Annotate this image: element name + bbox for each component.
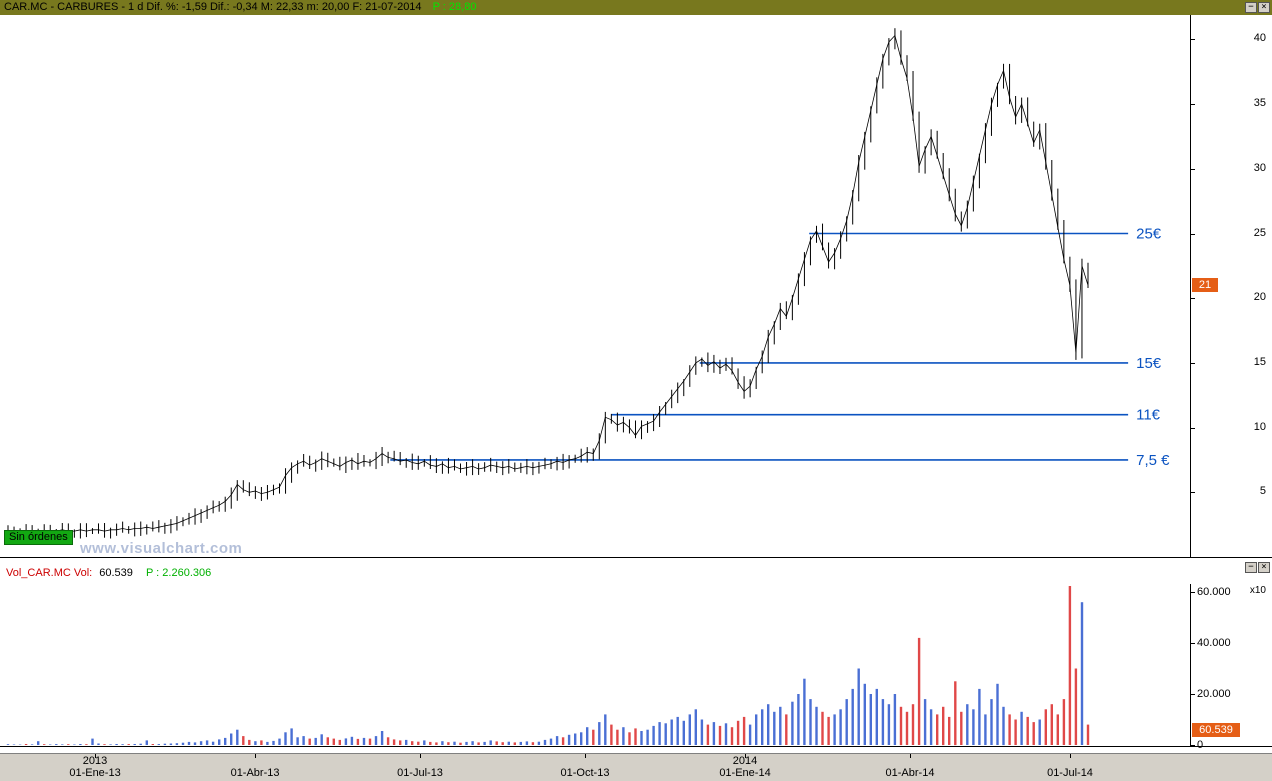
price-axis-label: 40 <box>1253 32 1266 45</box>
volume-axis-tickmark <box>1190 643 1195 644</box>
titlebar-last-price: P : 28,80 <box>432 1 477 13</box>
price-axis-label: 5 <box>1259 485 1266 498</box>
volume-axis-label: 20.000 <box>1197 688 1231 700</box>
price-chart[interactable]: 25€ 15€ 11€ 7,5 € <box>0 15 1190 557</box>
last-price-badge: 21 <box>1192 278 1218 293</box>
price-axis-label: 30 <box>1253 161 1266 174</box>
price-axis-tickmark <box>1190 492 1195 494</box>
date-label: 01-Jul-13 <box>397 767 443 779</box>
price-axis-label: 25 <box>1253 226 1266 239</box>
time-axis-tickmark <box>255 754 257 758</box>
volume-axis-label: 60.000 <box>1197 586 1231 598</box>
time-axis-tickmark <box>95 754 97 758</box>
volume-value-label: 60.539 <box>99 567 133 579</box>
price-axis-tickmark <box>1190 298 1195 300</box>
time-axis-tickmark <box>584 754 586 758</box>
last-volume-badge: 60.539 <box>1192 723 1240 737</box>
volume-scale-multiplier: x10 <box>1249 585 1266 596</box>
date-label: 01-Abr-14 <box>885 767 935 779</box>
volume-header: Vol_CAR.MC Vol: 60.539 P : 2.260.306 − × <box>0 558 1272 584</box>
time-axis-tickmark <box>1070 754 1071 758</box>
support-line-label: 15€ <box>1136 355 1162 372</box>
plot-axis-divider <box>1190 15 1191 746</box>
support-line-label: 11€ <box>1136 407 1161 424</box>
price-axis-tickmark <box>1190 104 1195 106</box>
price-panel-window-buttons: − × <box>1245 2 1270 13</box>
price-axis-tickmark <box>1190 233 1195 235</box>
price-axis-tickmark <box>1190 427 1195 429</box>
support-line-label: 7,5 € <box>1136 452 1170 469</box>
visualchart-watermark: www.visualchart.com <box>80 540 243 557</box>
volume-axis-label: 40.000 <box>1197 637 1231 649</box>
time-axis: 2013 2014 01-Ene-13 01-Abr-13 01-Jul-13 01-Oc… <box>0 753 1272 781</box>
volume-axis: x10 60.539 60.000 40.000 20.000 0 <box>1190 584 1272 753</box>
minimize-icon[interactable]: − <box>1245 562 1257 573</box>
minimize-icon[interactable]: − <box>1245 2 1257 13</box>
no-orders-badge: Sin órdenes <box>4 530 73 545</box>
price-axis: 21 40 35 30 25 20 15 10 5 <box>1190 15 1272 557</box>
volume-symbol-label: Vol_CAR.MC Vol: <box>6 567 93 579</box>
date-label: 01-Ene-13 <box>69 767 121 779</box>
price-axis-label: 15 <box>1253 355 1266 368</box>
time-axis-tickmark <box>909 754 911 758</box>
volume-axis-tickmark <box>1190 592 1195 593</box>
price-panel-divider <box>0 557 1272 558</box>
year-label: 2014 <box>732 755 758 767</box>
volume-position-label: P : 2.260.306 <box>145 567 212 579</box>
date-label: 01-Jul-14 <box>1047 767 1093 779</box>
volume-chart[interactable] <box>0 584 1190 746</box>
close-icon[interactable]: × <box>1258 562 1270 573</box>
volume-axis-label: 0 <box>1197 739 1204 751</box>
date-label: 01-Oct-13 <box>560 767 610 779</box>
support-line-label: 25€ <box>1136 226 1162 243</box>
date-label: 01-Abr-13 <box>230 767 280 779</box>
close-icon[interactable]: × <box>1258 2 1270 13</box>
price-axis-label: 10 <box>1253 420 1266 433</box>
date-label: 01-Ene-14 <box>719 767 771 779</box>
price-axis-tickmark <box>1190 168 1195 170</box>
price-axis-tickmark <box>1190 39 1195 41</box>
price-axis-label: 35 <box>1253 97 1266 110</box>
volume-panel-window-buttons: − × <box>1245 562 1270 573</box>
titlebar-symbol-info: CAR.MC - CARBURES - 1 d Dif. %: -1,59 Di… <box>4 1 422 13</box>
price-axis-tickmark <box>1190 362 1195 364</box>
volume-axis-tickmark <box>1190 694 1195 695</box>
year-label: 2013 <box>82 755 108 767</box>
price-axis-label: 20 <box>1253 291 1266 304</box>
time-axis-tickmark <box>420 754 421 758</box>
volume-axis-tickmark <box>1190 745 1195 746</box>
volume-panel-divider <box>0 746 1272 747</box>
chart-titlebar: CAR.MC - CARBURES - 1 d Dif. %: -1,59 Di… <box>0 0 1272 15</box>
time-axis-tickmark <box>745 754 746 758</box>
